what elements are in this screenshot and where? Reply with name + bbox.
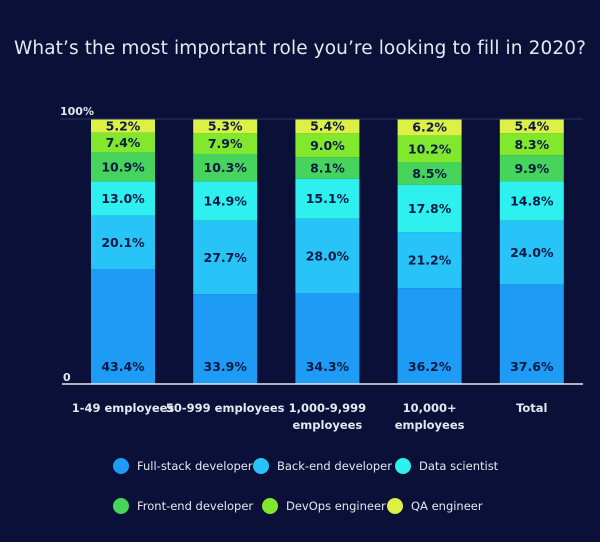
bar-segment [499, 220, 564, 285]
segment-value-label: 24.0% [510, 245, 554, 260]
legend-item: Full-stack developer [113, 458, 253, 474]
bar-segment [499, 133, 564, 156]
legend-item: DevOps engineer [262, 498, 386, 514]
bar-segment [295, 119, 360, 134]
bar-segment [91, 268, 155, 384]
bar-segment [397, 119, 462, 136]
bar-segment [397, 232, 462, 289]
bar-segment [499, 119, 564, 134]
bar-segment [295, 178, 360, 219]
segment-value-label: 8.3% [514, 137, 549, 152]
bar-segment [499, 155, 564, 182]
x-category-label: employees [395, 418, 465, 432]
bar-segment [193, 133, 258, 154]
segment-value-label: 5.4% [514, 119, 549, 134]
segment-value-label: 14.9% [204, 194, 248, 209]
bar-segment [193, 153, 258, 182]
segment-value-label: 7.4% [106, 135, 141, 150]
segment-value-label: 7.9% [208, 136, 243, 151]
legend-label: Data scientist [419, 459, 499, 473]
legend-item: QA engineer [387, 498, 483, 514]
legend-label: Back-end developer [277, 459, 392, 473]
segment-value-label: 14.8% [510, 194, 554, 209]
bar-segment [499, 284, 564, 384]
segment-labels-group: 43.4% 20.1% 13.0% 10.9% 7.4% 5.2% 33.9% 27.7% 14… [101, 118, 554, 374]
bar-segment [193, 181, 258, 221]
bar-segment [91, 132, 155, 153]
segment-value-label: 33.9% [204, 359, 248, 374]
segment-value-label: 10.2% [408, 141, 452, 156]
bar-segment [91, 181, 155, 216]
legend-item: Data scientist [395, 458, 498, 474]
chart-title: What’s the most important role you’re lo… [14, 38, 586, 59]
segment-value-label: 36.2% [408, 359, 452, 374]
legend-swatch-icon [253, 458, 269, 474]
y-tick-0: 0 [63, 371, 71, 384]
legend-swatch-icon [387, 498, 403, 514]
segment-value-label: 8.1% [310, 160, 345, 175]
bar-segment [397, 184, 462, 233]
bar-segment [295, 293, 360, 384]
legend-label: Front-end developer [137, 499, 254, 513]
bar-segment [295, 157, 360, 179]
segment-value-label: 5.3% [208, 119, 243, 134]
x-category-label: 50-999 employees [166, 401, 285, 415]
segment-value-label: 6.2% [412, 120, 447, 135]
segment-value-label: 13.0% [101, 191, 145, 206]
segment-value-label: 10.3% [204, 160, 248, 175]
bar-segment [397, 135, 462, 163]
legend-item: Back-end developer [253, 458, 392, 474]
segment-value-label: 28.0% [306, 248, 350, 263]
bar-segment [193, 220, 258, 295]
segment-value-label: 9.0% [310, 138, 345, 153]
bar-segment [295, 218, 360, 294]
legend-label: DevOps engineer [286, 499, 386, 513]
segment-value-label: 37.6% [510, 359, 554, 374]
x-category-label: 1,000-9,999 [289, 401, 367, 415]
legend-label: QA engineer [411, 499, 483, 513]
bar-segment [193, 119, 258, 134]
bar-segment [397, 162, 462, 185]
bar-segment [91, 215, 155, 269]
x-category-label: 1-49 employees [72, 401, 175, 415]
bar-segment [91, 152, 155, 182]
segment-value-label: 17.8% [408, 201, 452, 216]
segment-value-label: 5.4% [310, 119, 345, 134]
legend-swatch-icon [113, 458, 129, 474]
segment-value-label: 8.5% [412, 166, 447, 181]
bars-group [91, 119, 564, 384]
segment-value-label: 15.1% [306, 191, 350, 206]
segment-value-label: 43.4% [101, 359, 145, 374]
bar-segment [499, 181, 564, 221]
legend-swatch-icon [395, 458, 411, 474]
legend-label: Full-stack developer [137, 459, 253, 473]
segment-value-label: 9.9% [514, 161, 549, 176]
legend-item: Front-end developer [113, 498, 253, 514]
segment-value-label: 34.3% [306, 359, 350, 374]
x-category-label: 10,000+ [403, 401, 457, 415]
x-category-label: Total [516, 401, 547, 415]
bar-segment [295, 133, 360, 158]
segment-value-label: 5.2% [106, 118, 141, 133]
segment-value-label: 27.7% [204, 250, 248, 265]
bar-segment [193, 294, 258, 384]
segment-value-label: 10.9% [101, 159, 145, 174]
legend-swatch-icon [113, 498, 129, 514]
y-tick-100: 100% [60, 105, 94, 118]
segment-value-label: 21.2% [408, 253, 452, 268]
x-category-label: employees [292, 418, 362, 432]
legend-swatch-icon [262, 498, 278, 514]
bar-segment [397, 288, 462, 384]
segment-value-label: 20.1% [101, 235, 145, 250]
bar-segment [91, 119, 155, 133]
